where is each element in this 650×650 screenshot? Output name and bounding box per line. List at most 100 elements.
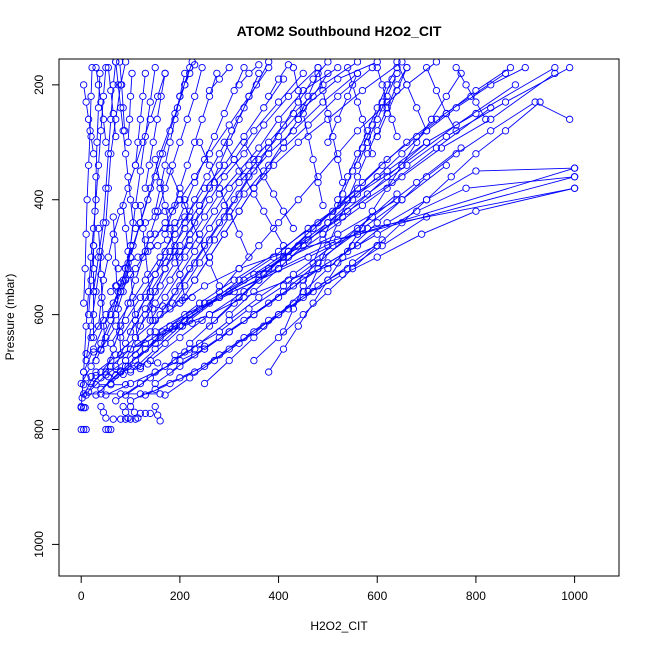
data-point — [89, 345, 98, 353]
series-0 — [77, 425, 90, 434]
series-line-segment — [255, 196, 263, 209]
series-line-segment — [270, 144, 283, 163]
series-line-segment — [103, 122, 106, 140]
data-point — [299, 242, 307, 250]
series-line-segment — [187, 145, 195, 163]
x-tick-label: 400 — [269, 589, 289, 603]
series-63 — [279, 75, 396, 336]
data-point — [324, 115, 332, 123]
data-point — [383, 104, 391, 112]
data-point — [136, 115, 145, 123]
data-point — [309, 92, 317, 100]
series-line-segment — [137, 122, 141, 140]
series-line-segment — [250, 155, 267, 175]
series-line-segment — [230, 167, 248, 187]
series-line-segment — [280, 201, 297, 221]
series-line-segment — [215, 116, 224, 134]
data-point — [156, 253, 164, 261]
series-line-segment — [220, 191, 229, 209]
data-point — [107, 310, 115, 319]
data-point — [472, 98, 480, 106]
data-point — [205, 259, 214, 267]
data-point — [161, 184, 169, 192]
series-line-segment — [419, 189, 464, 211]
data-point — [363, 127, 372, 135]
series-line-segment — [133, 390, 153, 400]
series-line-segment — [175, 326, 180, 329]
series-line-segment — [427, 70, 436, 88]
data-point — [198, 316, 206, 325]
series-line-segment — [241, 258, 272, 279]
series-line-segment — [160, 185, 165, 203]
data-point — [299, 293, 307, 302]
series-line-segment — [280, 316, 302, 336]
series-line-segment — [359, 166, 400, 193]
data-point — [195, 201, 204, 210]
series-line-segment — [284, 121, 297, 140]
series-layer — [77, 59, 579, 434]
data-point — [215, 282, 224, 290]
series-line-segment — [119, 335, 121, 352]
series-line-segment — [182, 246, 188, 251]
series-75 — [393, 59, 431, 135]
data-point — [191, 138, 199, 146]
series-line-segment — [220, 145, 229, 163]
series-60 — [141, 69, 169, 192]
data-point — [107, 425, 115, 434]
data-point — [230, 86, 238, 95]
series-line-segment — [206, 362, 228, 382]
series-line-segment — [150, 214, 158, 232]
series-line-segment — [157, 304, 178, 319]
series-line-segment — [157, 212, 163, 216]
data-point — [119, 370, 127, 379]
series-line-segment — [148, 179, 155, 197]
data-point — [240, 190, 248, 198]
series-72 — [235, 61, 263, 89]
data-point — [161, 201, 169, 210]
series-line-segment — [130, 202, 134, 220]
data-point — [393, 132, 401, 141]
series-line-segment — [155, 191, 160, 209]
series-50 — [200, 98, 574, 388]
series-line-segment — [108, 122, 112, 151]
data-point — [432, 86, 441, 95]
data-point — [151, 379, 159, 388]
data-point — [274, 98, 283, 106]
series-line-segment — [108, 362, 124, 374]
data-point — [413, 104, 421, 112]
data-point — [329, 213, 337, 221]
series-line-segment — [280, 75, 302, 100]
series-line-segment — [137, 322, 154, 336]
data-point — [176, 333, 184, 342]
data-point — [279, 121, 288, 129]
data-point — [368, 150, 376, 158]
series-line-segment — [130, 258, 136, 262]
data-point — [117, 104, 125, 112]
data-point — [398, 219, 406, 227]
data-point — [319, 230, 327, 238]
data-point — [215, 190, 224, 198]
data-point — [89, 287, 98, 296]
series-100 — [124, 359, 162, 370]
data-point — [151, 270, 159, 279]
data-point — [92, 371, 100, 380]
data-point — [250, 127, 258, 135]
series-line-segment — [129, 99, 131, 117]
data-point — [309, 224, 317, 233]
series-line-segment — [181, 225, 194, 244]
data-point — [151, 63, 159, 72]
data-point — [403, 63, 411, 72]
data-point — [566, 115, 574, 123]
data-point — [398, 173, 406, 181]
data-point — [77, 379, 85, 388]
data-point — [373, 230, 381, 238]
data-point — [80, 299, 88, 307]
data-point — [245, 173, 253, 181]
data-point — [225, 207, 233, 215]
series-line-segment — [103, 191, 107, 220]
data-point — [126, 366, 135, 374]
data-point — [225, 63, 233, 72]
series-line-segment — [135, 145, 139, 163]
data-point — [279, 345, 288, 353]
data-point — [289, 270, 298, 279]
